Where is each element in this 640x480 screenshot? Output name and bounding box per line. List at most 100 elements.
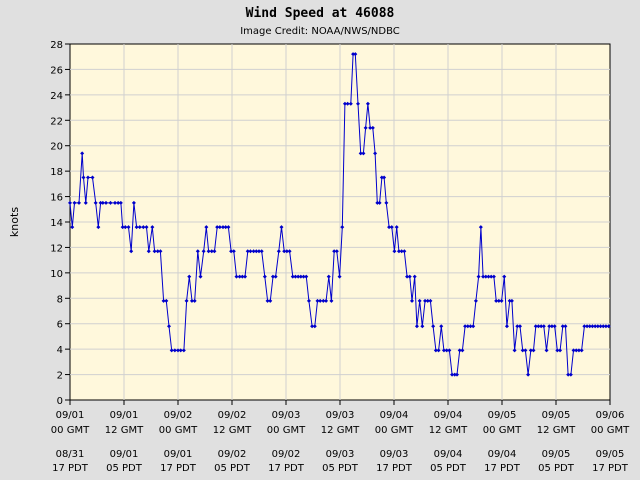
x-tick-label-local-time: 05 PDT xyxy=(322,463,359,474)
data-point xyxy=(455,372,459,377)
data-point xyxy=(373,151,378,156)
data-point xyxy=(593,324,598,329)
x-tick-label-gmt-time: 12 GMT xyxy=(321,425,360,436)
data-point xyxy=(254,249,259,254)
data-point xyxy=(279,225,284,230)
x-tick-label-gmt-date: 09/02 xyxy=(164,410,193,421)
data-point xyxy=(337,274,342,279)
data-point xyxy=(433,348,438,353)
x-tick-label-local-time: 05 PDT xyxy=(430,463,467,474)
x-tick-label-local-date: 09/01 xyxy=(164,449,193,460)
x-tick-label-local-time: 17 PDT xyxy=(52,463,89,474)
data-point xyxy=(80,151,85,156)
data-point xyxy=(318,298,323,303)
data-point xyxy=(471,324,476,329)
data-point xyxy=(215,225,220,230)
y-tick-label: 6 xyxy=(57,320,63,331)
data-point xyxy=(77,200,81,205)
data-point xyxy=(382,175,387,180)
data-point xyxy=(423,298,428,303)
data-point xyxy=(93,200,98,205)
data-point xyxy=(204,225,209,230)
data-point xyxy=(520,348,525,353)
data-point xyxy=(601,324,606,329)
data-point xyxy=(368,125,373,130)
data-point xyxy=(134,225,139,230)
data-point xyxy=(306,298,311,303)
data-point xyxy=(184,298,189,303)
x-tick-label-local-date: 09/01 xyxy=(110,449,139,460)
data-point xyxy=(587,324,592,329)
data-point xyxy=(304,274,309,279)
data-point xyxy=(606,324,611,329)
x-tick-label-gmt-date: 09/05 xyxy=(488,410,517,421)
data-point xyxy=(603,324,608,329)
data-point xyxy=(100,200,105,205)
y-tick-label: 18 xyxy=(50,167,63,178)
x-tick-label-local-time: 05 PDT xyxy=(106,463,143,474)
data-point xyxy=(499,298,504,303)
data-point xyxy=(502,274,507,279)
data-point xyxy=(504,324,509,329)
data-point xyxy=(356,101,360,106)
data-point xyxy=(150,225,155,230)
data-point xyxy=(361,151,366,156)
data-point xyxy=(392,249,397,254)
x-tick-label-local-time: 17 PDT xyxy=(592,463,629,474)
x-tick-label-gmt-time: 00 GMT xyxy=(267,425,306,436)
data-point xyxy=(90,175,95,180)
x-tick-label-gmt-time: 00 GMT xyxy=(483,425,522,436)
data-point xyxy=(178,348,183,353)
data-point xyxy=(410,298,414,303)
y-tick-label: 0 xyxy=(57,396,63,407)
data-point xyxy=(407,274,412,279)
data-point xyxy=(195,249,200,254)
data-point xyxy=(457,348,462,353)
y-tick-label: 16 xyxy=(50,193,63,204)
x-tick-label-gmt-date: 09/06 xyxy=(596,410,625,421)
data-point xyxy=(187,274,192,279)
data-point xyxy=(450,372,455,377)
data-point xyxy=(96,225,101,230)
data-point xyxy=(83,200,88,205)
data-point xyxy=(375,200,380,205)
chart-title: Wind Speed at 46088 xyxy=(246,6,395,21)
y-axis-label: knots xyxy=(8,207,21,237)
x-tick-label-local-date: 09/03 xyxy=(380,449,409,460)
data-point xyxy=(192,298,197,303)
x-tick-label-local-date: 08/31 xyxy=(56,449,85,460)
data-point xyxy=(552,324,557,329)
data-point xyxy=(257,249,261,254)
data-point xyxy=(229,249,234,254)
data-point xyxy=(176,348,180,353)
data-point xyxy=(169,348,174,353)
data-point xyxy=(81,175,86,180)
x-tick-label-gmt-date: 09/03 xyxy=(272,410,301,421)
data-point xyxy=(590,324,595,329)
y-tick-label: 24 xyxy=(50,91,63,102)
data-point xyxy=(528,348,533,353)
data-point xyxy=(231,249,236,254)
data-point xyxy=(296,274,301,279)
data-point xyxy=(273,274,278,279)
x-tick-label-gmt-date: 09/02 xyxy=(218,410,247,421)
data-point xyxy=(452,372,457,377)
data-point xyxy=(405,274,410,279)
data-point xyxy=(523,348,528,353)
data-point xyxy=(324,298,329,303)
data-point xyxy=(345,101,350,106)
data-point xyxy=(221,225,225,230)
data-point xyxy=(576,348,581,353)
x-tick-label-gmt-time: 12 GMT xyxy=(537,425,576,436)
data-point xyxy=(444,348,449,353)
data-point xyxy=(155,249,160,254)
data-point xyxy=(332,249,337,254)
data-point xyxy=(447,348,452,353)
data-point xyxy=(389,225,394,230)
data-point xyxy=(384,200,389,205)
data-point xyxy=(321,298,326,303)
data-point xyxy=(496,298,501,303)
data-point xyxy=(326,274,331,279)
